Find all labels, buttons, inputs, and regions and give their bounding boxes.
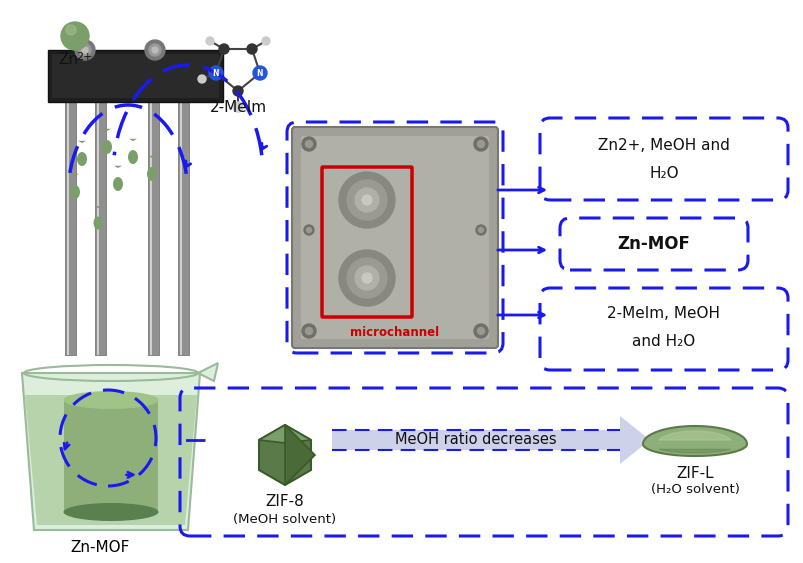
Text: N: N [213,69,219,78]
Text: ZIF-8: ZIF-8 [265,494,304,510]
Polygon shape [198,363,218,381]
Circle shape [474,324,487,338]
Circle shape [61,22,89,50]
Circle shape [478,227,483,233]
Circle shape [305,141,312,148]
Polygon shape [64,400,158,512]
Polygon shape [52,54,218,98]
Circle shape [361,273,372,283]
Polygon shape [97,102,99,355]
Ellipse shape [63,391,158,409]
Circle shape [474,137,487,151]
Polygon shape [25,395,197,525]
Text: 2+: 2+ [76,52,92,62]
Text: ZIF-L: ZIF-L [675,467,713,481]
Polygon shape [78,141,86,143]
Circle shape [355,188,378,212]
Ellipse shape [147,167,157,181]
Polygon shape [71,174,79,176]
Polygon shape [148,102,159,355]
Polygon shape [114,166,122,168]
Circle shape [262,37,270,45]
Circle shape [347,258,386,298]
Polygon shape [48,50,222,102]
FancyBboxPatch shape [291,127,497,348]
Circle shape [66,25,76,35]
Ellipse shape [70,185,80,199]
Text: Zn2+, MeOH and: Zn2+, MeOH and [597,138,729,154]
Polygon shape [180,102,181,355]
Ellipse shape [93,217,102,230]
Text: 2-MeIm: 2-MeIm [209,101,267,115]
Polygon shape [65,102,76,355]
Text: (MeOH solvent): (MeOH solvent) [233,513,336,526]
Circle shape [355,266,378,290]
Circle shape [145,40,165,60]
Ellipse shape [63,503,158,521]
Polygon shape [658,449,730,453]
Polygon shape [332,416,649,464]
Circle shape [75,40,95,60]
Circle shape [198,75,206,83]
Polygon shape [284,425,315,485]
Circle shape [152,47,158,53]
Polygon shape [259,425,311,443]
Ellipse shape [128,150,138,164]
Circle shape [206,37,214,45]
Polygon shape [642,426,746,456]
Polygon shape [67,102,69,355]
Circle shape [475,225,485,235]
Circle shape [304,225,314,235]
Circle shape [82,47,88,53]
Circle shape [339,172,394,228]
Ellipse shape [113,177,123,191]
Polygon shape [658,431,730,440]
Circle shape [477,328,484,334]
Ellipse shape [102,140,112,154]
Text: 2-MeIm, MeOH: 2-MeIm, MeOH [607,306,719,321]
Polygon shape [150,102,152,355]
Circle shape [347,180,386,220]
Circle shape [305,328,312,334]
Polygon shape [22,373,200,530]
Text: Zn: Zn [58,52,78,68]
Polygon shape [94,206,101,208]
Polygon shape [95,102,106,355]
Circle shape [477,141,484,148]
Polygon shape [177,102,189,355]
Text: and H₂O: and H₂O [632,333,695,348]
Circle shape [233,102,243,112]
Polygon shape [148,156,156,158]
Circle shape [253,66,267,80]
Circle shape [233,86,243,96]
Circle shape [361,195,372,205]
Circle shape [302,137,316,151]
Circle shape [306,227,311,233]
Circle shape [339,250,394,306]
Polygon shape [128,139,137,141]
Text: Zn-MOF: Zn-MOF [70,540,129,556]
Circle shape [149,44,161,56]
Circle shape [218,44,229,54]
Circle shape [302,324,316,338]
Text: H₂O: H₂O [648,166,678,181]
Ellipse shape [77,152,87,166]
Circle shape [247,44,257,54]
Circle shape [79,44,91,56]
Text: N: N [256,69,263,78]
FancyBboxPatch shape [300,136,488,339]
Text: (H₂O solvent): (H₂O solvent) [650,484,739,497]
Text: MeOH ratio decreases: MeOH ratio decreases [395,431,556,446]
Polygon shape [103,129,111,131]
Text: Zn-MOF: Zn-MOF [617,235,690,253]
Text: microchannel: microchannel [350,327,439,339]
Polygon shape [259,425,311,485]
Circle shape [209,66,222,80]
